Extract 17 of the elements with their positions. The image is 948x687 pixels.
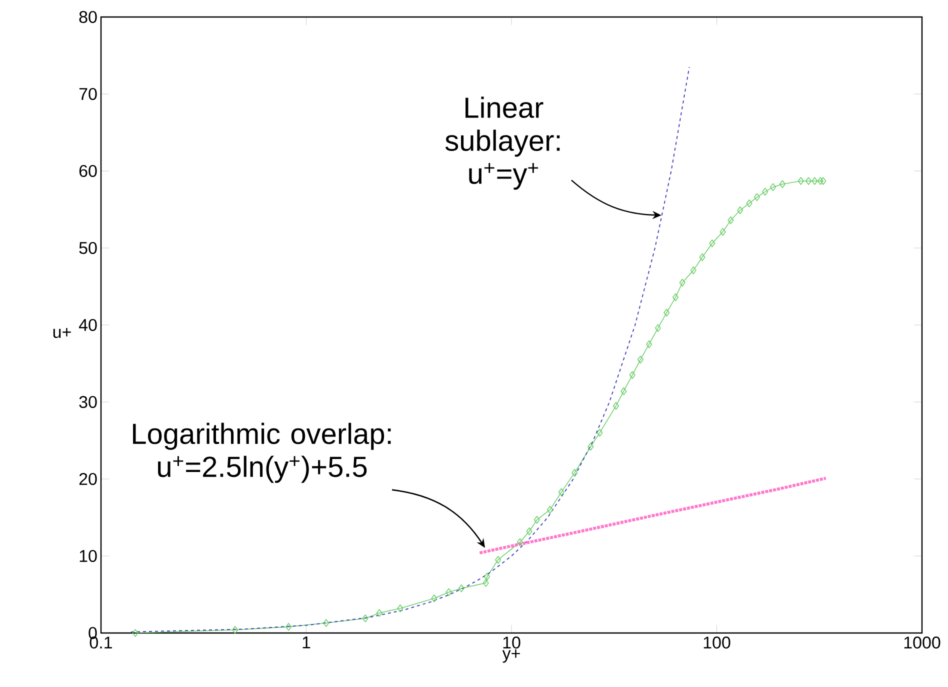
y-tick-label: 40 <box>78 318 97 332</box>
x-tick-label: 1 <box>302 636 310 648</box>
x-tick-label: 1000 <box>904 636 940 649</box>
x-tick-label: 100 <box>704 636 730 649</box>
y-tick-label: 80 <box>79 10 97 24</box>
y-tick-label: 30 <box>79 396 97 408</box>
annotation: Linear sublayer: u$^{+}$=y$^{+}$ <box>445 96 560 190</box>
y-tick-label: 50 <box>79 242 97 254</box>
y-tick-label: 70 <box>79 88 97 100</box>
annotation: Logarithmic overlap: u$^{+}$=2.5ln(y$^{+}$)+5.5 <box>133 422 391 483</box>
y-tick-label: 20 <box>79 472 97 486</box>
x-axis-title: y+ <box>502 649 520 663</box>
y-tick-label: 60 <box>79 164 97 178</box>
x-tick-label: 10 <box>503 636 520 649</box>
y-tick-label: 10 <box>80 550 97 562</box>
x-tick-label: 0.1 <box>90 636 112 649</box>
y-axis-title: u+ <box>53 328 71 338</box>
